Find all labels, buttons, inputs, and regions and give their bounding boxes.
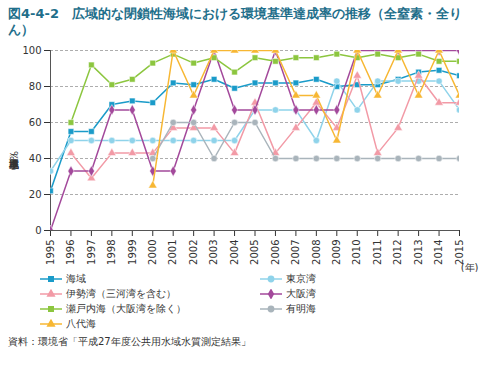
svg-text:2005: 2005 [249, 240, 260, 265]
svg-text:2008: 2008 [311, 240, 322, 265]
html-text:伊勢湾（三河湾を含む）: 伊勢湾（三河湾を含む） [66, 288, 176, 299]
svg-text:20: 20 [29, 189, 42, 200]
svg-text:(年): (年) [461, 262, 479, 273]
svg-text:2007: 2007 [290, 240, 301, 265]
svg-text:2002: 2002 [188, 240, 199, 265]
svg-text:1997: 1997 [86, 240, 97, 265]
svg-text:1995: 1995 [45, 240, 56, 265]
svg-text:2000: 2000 [147, 240, 158, 265]
html-text:資料：環境省「平成27年度公共用水域水質測定結果」: 資料：環境省「平成27年度公共用水域水質測定結果」 [8, 336, 251, 347]
svg-text:60: 60 [29, 117, 42, 128]
html-text:海域: 海域 [66, 273, 86, 284]
svg-text:2013: 2013 [413, 240, 424, 265]
svg-text:2009: 2009 [331, 240, 342, 265]
svg-text:40: 40 [29, 153, 42, 164]
html-text:有明海: 有明海 [285, 303, 316, 314]
svg-text:1998: 1998 [106, 240, 117, 265]
svg-text:2012: 2012 [392, 240, 403, 265]
svg-text:2006: 2006 [270, 240, 281, 265]
svg-text:2004: 2004 [229, 240, 240, 265]
svg-text:0: 0 [35, 225, 41, 236]
html-text:環境基準達成率（%）: 環境基準達成率（%） [8, 151, 19, 161]
svg-text:100: 100 [22, 45, 41, 56]
svg-text:1996: 1996 [65, 240, 76, 265]
svg-text:1999: 1999 [127, 240, 138, 265]
html-text:大阪湾: 大阪湾 [285, 288, 316, 299]
svg-text:2015: 2015 [453, 239, 465, 265]
html-text:八代海: 八代海 [66, 318, 96, 329]
svg-text:80: 80 [29, 81, 42, 92]
svg-text:2010: 2010 [351, 240, 362, 265]
html-text:瀬戸内海（大阪湾を除く）: 瀬戸内海（大阪湾を除く） [66, 303, 186, 314]
svg-text:2011: 2011 [372, 240, 383, 265]
html-text:図4-4-2 広域的な閉鎖性海域における環境基準達成率の推移: 図4-4-2 広域的な閉鎖性海域における環境基準達成率の推移（全窒素・全りん） [8, 6, 462, 37]
svg-text:2014: 2014 [433, 240, 444, 265]
svg-text:2003: 2003 [208, 240, 219, 265]
svg-text:2001: 2001 [167, 240, 178, 265]
html-text:東京湾: 東京湾 [285, 273, 316, 284]
